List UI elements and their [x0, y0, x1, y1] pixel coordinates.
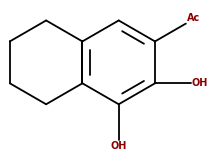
Text: OH: OH [192, 78, 208, 88]
Text: Ac: Ac [187, 13, 200, 23]
Text: OH: OH [111, 141, 127, 151]
